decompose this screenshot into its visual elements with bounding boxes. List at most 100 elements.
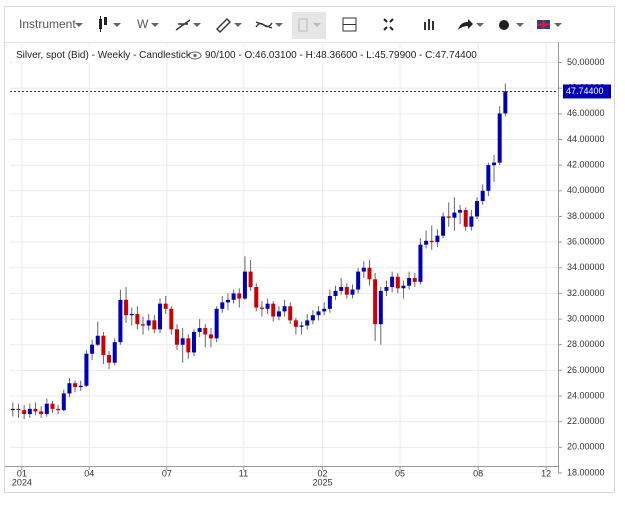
candle-body [33,408,38,412]
candle-body [163,303,168,309]
candle-body [101,335,106,355]
candle-body [208,334,213,339]
candle-body [225,299,230,303]
header-background [12,47,462,63]
grid [10,42,558,473]
candle-body [322,308,327,312]
fullscreen-button[interactable] [383,18,394,31]
candle-body [492,162,497,166]
candle-body [16,408,21,411]
candle-body [169,308,174,330]
candle-body [384,287,389,291]
interval-button[interactable]: W [137,17,149,31]
candle-body [373,279,378,325]
candle-body [503,91,508,114]
last-price-marker [563,84,611,99]
candle-body [361,267,366,272]
candle-body [112,342,117,363]
chart-type-button[interactable] [99,16,107,32]
candle-body [310,315,315,321]
dropdown-arrow [75,23,83,27]
candle-body [124,299,129,316]
chart-frame [4,6,615,493]
candle-body [203,328,208,335]
candle-body [39,411,44,414]
y-tick-label: 22.00000 [567,416,605,426]
candle-body [95,335,100,345]
y-tick-label: 36.00000 [567,236,605,246]
candle-body [78,385,83,388]
candle-body [276,311,281,317]
dropdown-arrow [476,23,484,27]
candle-body [180,338,185,345]
y-tick-label: 32.00000 [567,288,605,298]
candle-body [350,289,355,295]
candle-body [497,113,502,163]
candle-body [44,403,49,414]
candle-body [339,287,344,291]
candle-body [220,302,225,309]
candle-body [288,306,293,321]
crosshair-button[interactable] [342,17,357,32]
candle-body [435,235,440,243]
candle-body [418,244,423,282]
candle-body [401,285,406,289]
y-tick-label: 40.00000 [567,185,605,195]
candle-body [129,313,134,316]
y-tick-label: 44.00000 [567,134,605,144]
settings-button[interactable] [499,20,509,30]
candle-body [458,210,463,213]
ruler-button[interactable] [216,18,231,33]
candle-body [158,303,163,330]
candle-body [293,320,298,327]
candle-body [259,307,264,309]
dropdown-arrow [313,23,321,27]
x-tick-label: 01 [17,468,27,478]
dropdown-arrow [516,23,524,27]
dropdown-arrow [113,23,121,27]
candle-body [254,287,259,308]
candle-body [90,344,95,354]
candle-body [186,338,191,353]
candle-body [452,212,457,218]
candle-body [191,331,196,353]
x-tick-label: 02 [317,468,327,478]
instrument-button[interactable]: Instrument [19,17,76,31]
x-tick-label: 04 [84,468,94,478]
dropdown-arrow [234,23,242,27]
y-tick-label: 28.00000 [567,339,605,349]
candle-body [446,216,451,218]
visibility-toggle[interactable] [188,51,202,60]
dropdown-arrow [275,23,283,27]
indicator-button[interactable] [255,21,273,29]
candle-body [480,190,485,202]
candle-body [327,295,332,309]
candle-body [469,216,474,227]
candle-body [486,165,491,191]
dropdown-arrow [193,23,201,27]
y-tick-label: 42.00000 [567,160,605,170]
candle-body [390,276,395,288]
candle-body [231,293,236,300]
last-price-label: 47.74400 [566,86,604,96]
volume-button[interactable] [424,19,434,30]
x-tick-label: 07 [162,468,172,478]
chart-title: Silver, spot (Bid) - Weekly - Candlestic… [16,50,192,61]
candle-body [475,201,480,217]
line-tool-button[interactable] [175,19,191,31]
candle-body [61,393,66,411]
candle-body [333,290,338,296]
language-button[interactable] [537,20,550,29]
candle-body [441,216,446,236]
candle-body [378,290,383,325]
candle-body [344,287,349,295]
y-tick-label: 20.00000 [567,442,605,452]
candle-body [282,306,287,312]
candle-body [118,299,123,343]
share-button[interactable] [458,19,473,30]
candle-body [248,271,253,288]
x-tick-label: 08 [473,468,483,478]
candle-body [299,325,304,327]
